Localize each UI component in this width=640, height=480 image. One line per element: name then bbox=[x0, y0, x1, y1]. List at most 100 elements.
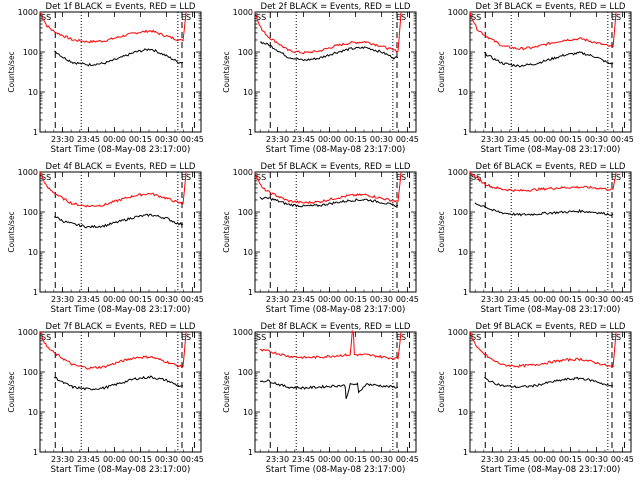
y-tick-label: 1 bbox=[248, 288, 253, 297]
y-tick-label: 1 bbox=[33, 128, 38, 137]
y-axis-label: Counts/sec bbox=[437, 51, 446, 92]
x-axis-label: Start Time (08-May-08 23:17:00) bbox=[481, 145, 621, 155]
x-axis-label: Start Time (08-May-08 23:17:00) bbox=[51, 145, 191, 155]
y-tick-label: 1000 bbox=[233, 328, 253, 337]
plot-det-4: Det 4f BLACK = Events, RED = LLD 1 10 100 10… bbox=[7, 162, 204, 315]
plot-title: Det 4f BLACK = Events, RED = LLD bbox=[46, 162, 196, 172]
y-tick-label: 10 bbox=[28, 408, 38, 417]
x-tick-label: 00:30 bbox=[155, 295, 178, 304]
lld-series-line bbox=[39, 11, 187, 44]
x-tick-label: 00:45 bbox=[611, 455, 634, 464]
x-tick-label: 00:15 bbox=[344, 295, 367, 304]
plot-frame bbox=[469, 11, 632, 133]
y-tick-label: 1000 bbox=[233, 168, 253, 177]
x-axis-label: Start Time (08-May-08 23:17:00) bbox=[266, 305, 406, 315]
plot-frame bbox=[254, 171, 417, 293]
x-tick-label: 00:45 bbox=[181, 135, 204, 144]
x-tick-label: 23:45 bbox=[507, 135, 530, 144]
x-tick-label: 00:45 bbox=[181, 295, 204, 304]
x-tick-label: 00:00 bbox=[318, 455, 341, 464]
y-tick-label: 10 bbox=[458, 248, 468, 257]
plot-title: Det 1f BLACK = Events, RED = LLD bbox=[46, 2, 196, 12]
x-tick-label: 00:30 bbox=[585, 455, 608, 464]
y-tick-label: 1000 bbox=[18, 8, 38, 17]
x-tick-label: 23:45 bbox=[77, 135, 100, 144]
x-tick-label: 00:45 bbox=[396, 135, 419, 144]
lld-series-line bbox=[469, 170, 617, 193]
y-tick-label: 1000 bbox=[448, 8, 468, 17]
plot-frame bbox=[39, 331, 202, 453]
x-tick-label: 00:45 bbox=[396, 295, 419, 304]
y-tick-label: 1000 bbox=[233, 8, 253, 17]
x-tick-label: 23:30 bbox=[266, 295, 289, 304]
plot-det-6: Det 6f BLACK = Events, RED = LLD 1 10 100 10… bbox=[437, 162, 634, 315]
y-tick-label: 100 bbox=[453, 208, 468, 217]
x-tick-label: 00:45 bbox=[181, 455, 204, 464]
y-tick-label: 1000 bbox=[448, 328, 468, 337]
x-tick-label: 00:30 bbox=[585, 135, 608, 144]
y-tick-label: 1 bbox=[463, 288, 468, 297]
y-tick-label: 1000 bbox=[18, 168, 38, 177]
y-tick-label: 1 bbox=[33, 448, 38, 457]
x-tick-label: 00:30 bbox=[370, 135, 393, 144]
y-tick-label: 10 bbox=[28, 248, 38, 257]
start-marker-label: SS bbox=[256, 13, 266, 22]
y-tick-label: 1 bbox=[33, 288, 38, 297]
x-tick-label: 00:00 bbox=[318, 295, 341, 304]
lld-series-line bbox=[39, 331, 187, 370]
x-axis-label: Start Time (08-May-08 23:17:00) bbox=[266, 465, 406, 475]
x-tick-label: 23:45 bbox=[77, 295, 100, 304]
events-series-line bbox=[474, 202, 614, 217]
plot-det-1: Det 1f BLACK = Events, RED = LLD 1 10 100 10… bbox=[7, 2, 204, 155]
y-tick-label: 1 bbox=[463, 128, 468, 137]
y-axis-label: Counts/sec bbox=[7, 51, 16, 92]
x-tick-label: 23:30 bbox=[51, 295, 74, 304]
x-tick-label: 00:15 bbox=[344, 135, 367, 144]
end-marker-label: ES bbox=[611, 173, 621, 182]
x-tick-label: 00:45 bbox=[611, 295, 634, 304]
x-tick-label: 00:15 bbox=[559, 135, 582, 144]
x-tick-label: 23:30 bbox=[481, 455, 504, 464]
events-series-line bbox=[259, 196, 399, 208]
y-tick-label: 10 bbox=[458, 408, 468, 417]
y-tick-label: 1000 bbox=[18, 328, 38, 337]
x-tick-label: 00:00 bbox=[533, 455, 556, 464]
y-axis-label: Counts/sec bbox=[222, 371, 231, 412]
y-axis-label: Counts/sec bbox=[222, 211, 231, 252]
y-axis-label: Counts/sec bbox=[7, 211, 16, 252]
x-tick-label: 23:30 bbox=[51, 455, 74, 464]
y-axis-label: Counts/sec bbox=[7, 371, 16, 412]
y-tick-label: 100 bbox=[23, 208, 38, 217]
y-tick-label: 10 bbox=[458, 88, 468, 97]
x-tick-label: 23:45 bbox=[77, 455, 100, 464]
plot-title: Det 2f BLACK = Events, RED = LLD bbox=[261, 2, 411, 12]
x-tick-label: 00:30 bbox=[585, 295, 608, 304]
lld-series-line bbox=[259, 329, 402, 361]
x-tick-label: 23:45 bbox=[292, 135, 315, 144]
y-tick-label: 100 bbox=[238, 208, 253, 217]
y-tick-label: 100 bbox=[23, 368, 38, 377]
x-tick-label: 00:15 bbox=[559, 295, 582, 304]
x-tick-label: 00:15 bbox=[129, 455, 152, 464]
x-axis-label: Start Time (08-May-08 23:17:00) bbox=[51, 305, 191, 315]
y-axis-label: Counts/sec bbox=[222, 51, 231, 92]
x-tick-label: 00:45 bbox=[396, 455, 419, 464]
plot-frame bbox=[39, 171, 202, 293]
y-axis-label: Counts/sec bbox=[437, 371, 446, 412]
x-tick-label: 00:30 bbox=[155, 135, 178, 144]
events-series-line bbox=[484, 51, 614, 68]
y-tick-label: 1000 bbox=[448, 168, 468, 177]
plot-det-7: Det 7f BLACK = Events, RED = LLD 1 10 100 10… bbox=[7, 322, 204, 475]
plot-det-9: Det 9f BLACK = Events, RED = LLD 1 10 100 10… bbox=[437, 322, 634, 475]
lld-series-line bbox=[39, 171, 187, 208]
plot-det-5: Det 5f BLACK = Events, RED = LLD 1 10 100 10… bbox=[222, 162, 419, 315]
x-tick-label: 23:45 bbox=[292, 295, 315, 304]
y-tick-label: 100 bbox=[453, 368, 468, 377]
lld-series-line bbox=[254, 11, 402, 55]
plot-title: Det 8f BLACK = Events, RED = LLD bbox=[261, 322, 411, 332]
plot-title: Det 7f BLACK = Events, RED = LLD bbox=[46, 322, 196, 332]
y-tick-label: 10 bbox=[243, 248, 253, 257]
x-tick-label: 00:15 bbox=[344, 455, 367, 464]
plot-frame bbox=[254, 11, 417, 133]
